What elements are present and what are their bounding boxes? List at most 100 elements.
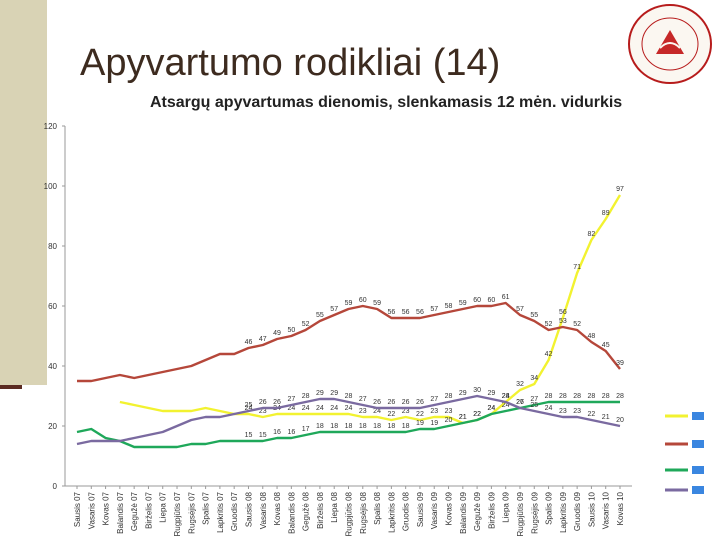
x-tick-label: Kovas 07 <box>102 491 111 525</box>
series-4-data-label: 26 <box>516 399 524 406</box>
series-2-data-label: 46 <box>245 339 253 346</box>
series-4-data-label: 28 <box>445 393 453 400</box>
series-2-data-label: 59 <box>373 300 381 307</box>
series-3-data-label: 24 <box>487 405 495 412</box>
slide-decor-accent <box>0 385 22 389</box>
series-4-data-label: 21 <box>602 414 610 421</box>
series-2-data-label: 57 <box>430 306 438 313</box>
x-tick-label: Gegužė 07 <box>130 491 139 531</box>
x-tick-label: Kovas 10 <box>616 491 625 525</box>
series-4-data-label: 22 <box>588 411 596 418</box>
series-1-data-label: 24 <box>487 405 495 412</box>
x-tick-label: Birželis 07 <box>144 491 153 528</box>
x-tick-label: Rugsėjis 09 <box>530 491 539 533</box>
series-4-data-label: 25 <box>245 402 253 409</box>
series-3-data-label: 22 <box>473 411 481 418</box>
series-1-data-label: 23 <box>359 408 367 415</box>
series-2-data-label: 52 <box>302 321 310 328</box>
series-3-data-label: 15 <box>245 432 253 439</box>
x-tick-label: Vasaris 10 <box>602 491 611 529</box>
series-1-data-label: 97 <box>616 186 624 193</box>
series-1-data-label: 24 <box>316 405 324 412</box>
y-tick-label: 40 <box>48 362 57 371</box>
series-3-data-label: 28 <box>559 393 567 400</box>
slide-title: Apyvartumo rodikliai (14) <box>80 42 501 84</box>
series-2-data-label: 47 <box>259 336 267 343</box>
series-2-data-label: 59 <box>345 300 353 307</box>
series-4-data-label: 27 <box>287 396 295 403</box>
x-tick-label: Birželis 09 <box>487 491 496 528</box>
series-4-data-label: 26 <box>402 399 410 406</box>
university-logo <box>628 4 712 84</box>
series-3-data-label: 28 <box>616 393 624 400</box>
series-1-data-label: 89 <box>602 210 610 217</box>
series-4-line <box>76 394 621 446</box>
series-4-data-label: 23 <box>559 408 567 415</box>
series-1-data-label: 23 <box>430 408 438 415</box>
series-2-data-label: 45 <box>602 342 610 349</box>
series-3-line <box>76 400 620 449</box>
x-tick-label: Vasaris 07 <box>87 491 96 529</box>
series-4-data-label: 29 <box>316 390 324 397</box>
x-tick-label: Spalis 09 <box>545 491 554 524</box>
series-3-data-label: 18 <box>373 423 381 430</box>
series-2-data-label: 50 <box>287 327 295 334</box>
series-4-data-label: 27 <box>430 396 438 403</box>
series-3-data-label: 18 <box>402 423 410 430</box>
y-tick-label: 20 <box>48 422 57 431</box>
x-tick-label: Lapkritis 09 <box>559 491 568 532</box>
series-3-data-label: 15 <box>259 432 267 439</box>
series-2-data-label: 52 <box>573 321 581 328</box>
x-tick-label: Liepa 07 <box>159 491 168 522</box>
series-1-data-label: 22 <box>473 411 481 418</box>
x-tick-label: Sausis 09 <box>416 491 425 527</box>
y-tick-label: 0 <box>53 482 58 491</box>
series-4-data-label: 27 <box>359 396 367 403</box>
series-1-data-label: 24 <box>502 393 510 400</box>
series-4-data-label: 26 <box>387 399 395 406</box>
series-4-data-label: 28 <box>345 393 353 400</box>
series-1-data-label: 56 <box>559 309 567 316</box>
x-tick-label: Spalis 07 <box>202 491 211 524</box>
series-3-data-label: 16 <box>273 429 281 436</box>
legend-marker-2 <box>692 440 704 448</box>
x-tick-label: Rugpjūtis 09 <box>516 491 525 536</box>
series-1-data-label: 23 <box>259 408 267 415</box>
series-1-data-label: 24 <box>330 405 338 412</box>
series-4-data-label: 29 <box>487 390 495 397</box>
y-tick-label: 100 <box>44 182 58 191</box>
x-tick-label: Balandis 07 <box>116 491 125 533</box>
x-tick-label: Lapkritis 07 <box>216 491 225 532</box>
series-1-data-label: 42 <box>545 351 553 358</box>
series-2-line <box>77 301 621 383</box>
x-tick-label: Gruodis 09 <box>573 491 582 531</box>
series-2-data-label: 61 <box>502 294 510 301</box>
series-3-data-label: 21 <box>459 414 467 421</box>
series-4-data-label: 25 <box>530 402 538 409</box>
series-2-data-label: 48 <box>588 333 596 340</box>
series-4-data-label: 26 <box>416 399 424 406</box>
series-2-data-label: 55 <box>316 312 324 319</box>
series-4-data-label: 30 <box>473 387 481 394</box>
series-4-data-label: 28 <box>302 393 310 400</box>
x-tick-label: Kovas 08 <box>273 491 282 525</box>
x-tick-label: Birželis 08 <box>316 491 325 528</box>
series-3-data-label: 19 <box>430 420 438 427</box>
x-tick-label: Sausis 07 <box>73 491 82 527</box>
series-2-data-label: 57 <box>516 306 524 313</box>
x-tick-label: Balandis 08 <box>287 491 296 533</box>
series-3-data-label: 28 <box>602 393 610 400</box>
series-1-data-label: 22 <box>387 411 395 418</box>
series-1-data-label: 24 <box>302 405 310 412</box>
x-tick-label: Rugsėjis 07 <box>187 491 196 533</box>
legend-marker-1 <box>692 412 704 420</box>
series-3-data-label: 27 <box>516 399 524 406</box>
x-tick-label: Rugpjūtis 07 <box>173 491 182 536</box>
series-2-data-label: 56 <box>402 309 410 316</box>
series-3-data-label: 28 <box>545 393 553 400</box>
x-tick-label: Gegužė 09 <box>473 491 482 531</box>
series-1-data-label: 23 <box>402 408 410 415</box>
legend-marker-3 <box>692 466 704 474</box>
series-2-data-label: 57 <box>330 306 338 313</box>
x-tick-label: Gruodis 08 <box>402 491 411 531</box>
